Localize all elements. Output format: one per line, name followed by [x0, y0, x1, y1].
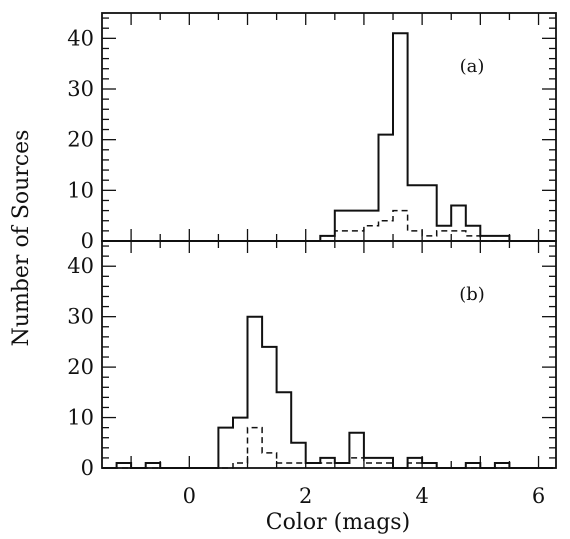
- x-tick-label: 0: [183, 484, 196, 508]
- panel-a-label: (a): [460, 56, 485, 77]
- panel-frame: [101, 12, 557, 242]
- panel-a: 0 10 20 30 40: [67, 12, 557, 253]
- y-tick-label: 0: [81, 456, 94, 480]
- x-tick-label: 6: [532, 484, 545, 508]
- histogram-dashed-series: [102, 426, 554, 469]
- y-tick-label: 0: [81, 229, 94, 253]
- histogram-solid-series: [102, 315, 554, 469]
- y-tick-label: 20: [67, 355, 94, 379]
- y-tick-label: 10: [67, 178, 94, 202]
- y-tick-label: 10: [67, 406, 94, 430]
- histogram-dashed-series: [102, 209, 554, 242]
- x-tick-label: 4: [415, 484, 428, 508]
- panel-frame: [101, 240, 557, 469]
- y-tick-label: 40: [67, 254, 94, 278]
- x-axis-label: Color (mags): [266, 510, 410, 535]
- histogram-solid-series: [102, 32, 554, 242]
- y-tick-label: 30: [67, 305, 94, 329]
- y-tick-label: 40: [67, 26, 94, 50]
- panel-b: 0 10 20 30 40: [67, 240, 557, 480]
- y-tick-label: 20: [67, 128, 94, 152]
- panel-b-label: (b): [459, 284, 485, 305]
- y-tick-label: 30: [67, 77, 94, 101]
- x-tick-label: 2: [299, 484, 312, 508]
- y-axis-label: Number of Sources: [9, 130, 34, 347]
